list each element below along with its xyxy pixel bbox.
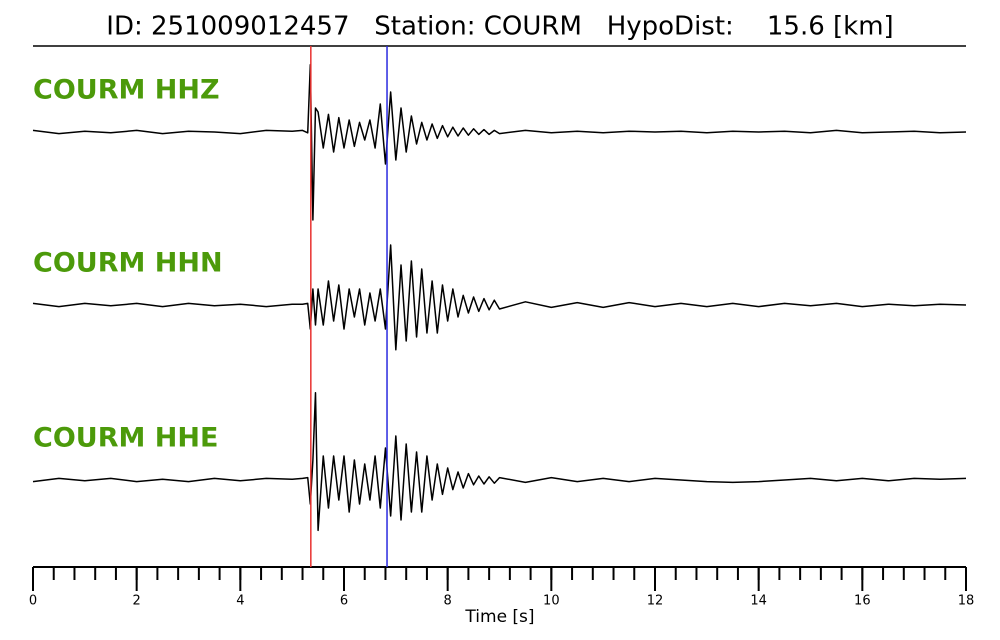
x-tick-label: 18 [958, 594, 975, 609]
waveform [32, 64, 967, 221]
chart-title: ID: 251009012457 Station: COURM HypoDist… [106, 12, 893, 42]
trace-label: COURM HHN [33, 248, 223, 279]
x-tick-label: 4 [236, 594, 244, 609]
waveform [32, 244, 967, 351]
x-tick-label: 2 [133, 594, 141, 609]
trace-label: COURM HHZ [33, 75, 220, 106]
x-tick-label: 10 [543, 594, 560, 609]
x-tick-label: 16 [854, 594, 871, 609]
x-tick-label: 0 [29, 594, 37, 609]
x-axis-label: Time [s] [464, 607, 534, 627]
x-tick-label: 12 [647, 594, 664, 609]
x-tick-label: 14 [750, 594, 767, 609]
trace-label: COURM HHE [33, 423, 218, 454]
x-tick-label: 6 [340, 594, 348, 609]
waveform [32, 392, 967, 532]
x-tick-label: 8 [444, 594, 452, 609]
